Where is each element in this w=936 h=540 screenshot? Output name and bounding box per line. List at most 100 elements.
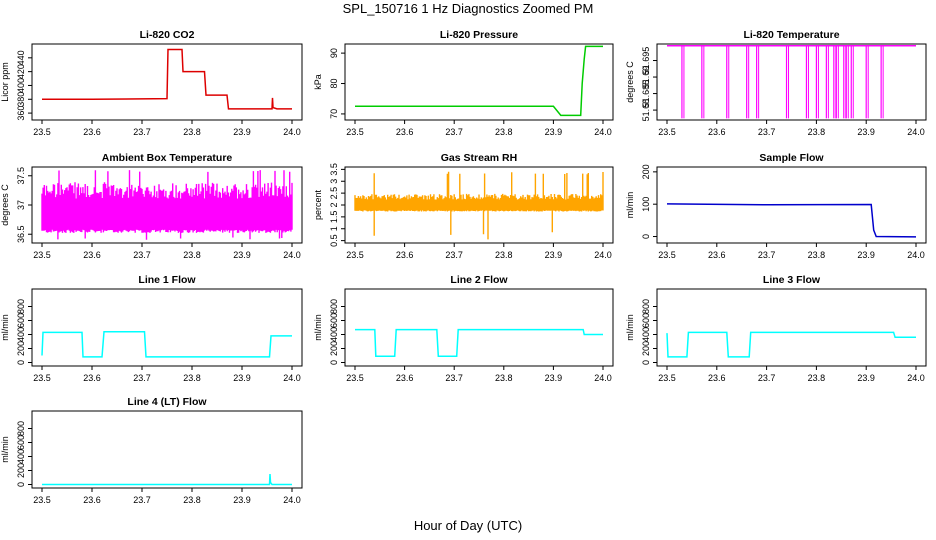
y-axis-label: degrees C: [0, 184, 10, 226]
x-tick-label: 23.9: [545, 373, 563, 383]
x-tick-label: 24.0: [594, 250, 612, 260]
plot-frame: [656, 166, 927, 244]
x-tick-label: 24.0: [907, 127, 925, 137]
y-tick-label: 600: [16, 435, 26, 450]
x-tick-label: 24.0: [907, 250, 925, 260]
x-tick-label: 23.8: [495, 250, 513, 260]
x-tick-label: 23.7: [133, 250, 151, 260]
y-tick-label: 380: [16, 92, 26, 107]
y-tick-label: 0: [16, 482, 26, 487]
y-tick-label: 200: [329, 341, 339, 356]
y-tick-label: 80: [329, 79, 339, 89]
x-tick-label: 23.5: [33, 373, 51, 383]
y-tick-label: 100: [641, 197, 651, 212]
x-tick-label: 23.7: [758, 250, 776, 260]
x-tick-label: 23.6: [396, 250, 414, 260]
y-tick-label: 600: [329, 313, 339, 328]
y-tick-label: 1: [329, 226, 339, 231]
x-tick-label: 23.6: [396, 373, 414, 383]
y-tick-label: 0: [329, 360, 339, 365]
panel-title: Sample Flow: [759, 152, 824, 164]
panel-title: Gas Stream RH: [441, 152, 517, 164]
x-tick-label: 23.8: [495, 373, 513, 383]
panel-4: Ambient Box Temperature degrees C 23.5 23.6…: [0, 152, 303, 260]
y-tick-label: 400: [16, 449, 26, 464]
series-line: [666, 203, 917, 238]
x-tick-label: 23.6: [83, 250, 101, 260]
y-axis-label: ml/min: [625, 314, 635, 341]
x-tick-label: 24.0: [594, 373, 612, 383]
y-tick-label: 3.5: [329, 163, 339, 176]
x-tick-label: 24.0: [283, 495, 301, 505]
panel-7: Line 1 Flow ml/min 23.5 23.6 23.7 23.8 23.9 24.…: [0, 274, 303, 383]
x-tick-label: 23.8: [183, 373, 201, 383]
y-tick-label: 3: [329, 179, 339, 184]
series-line: [666, 331, 916, 358]
panel-6: Sample Flow ml/min 23.5 23.6 23.7 23.8 23.9 24.…: [625, 152, 927, 260]
x-tick-label: 23.9: [233, 495, 251, 505]
y-tick-label: 200: [641, 164, 651, 179]
y-tick-label: 90: [329, 48, 339, 58]
x-tick-label: 24.0: [283, 127, 301, 137]
plot-frame: [31, 43, 303, 121]
x-tick-label: 23.8: [183, 250, 201, 260]
y-tick-label: 51.69: [641, 66, 651, 89]
panel-title: Li-820 Temperature: [743, 29, 839, 41]
x-tick-label: 23.9: [857, 373, 875, 383]
x-tick-label: 23.6: [83, 495, 101, 505]
x-tick-label: 23.7: [133, 495, 151, 505]
panel-10: Line 4 (LT) Flow ml/min 23.5 23.6 23.7 23.8 23…: [0, 396, 303, 505]
x-tick-label: 23.9: [545, 250, 563, 260]
series-line: [42, 473, 292, 486]
y-tick-label: 400: [641, 327, 651, 342]
series-line: [42, 48, 292, 110]
y-axis-label: degrees C: [625, 61, 635, 103]
plot-frame: [344, 43, 614, 121]
x-tick-label: 23.7: [445, 250, 463, 260]
x-tick-label: 23.9: [233, 373, 251, 383]
x-tick-label: 23.6: [83, 373, 101, 383]
x-tick-label: 23.5: [658, 250, 676, 260]
series-band: [41, 170, 293, 240]
y-tick-label: 200: [16, 463, 26, 478]
plot-frame: [31, 288, 303, 367]
x-tick-label: 24.0: [283, 250, 301, 260]
plot-frame: [31, 410, 303, 489]
y-tick-label: 2: [329, 202, 339, 207]
x-tick-label: 23.7: [758, 127, 776, 137]
x-tick-label: 23.5: [33, 495, 51, 505]
panel-title: Line 2 Flow: [450, 274, 508, 286]
x-tick-label: 23.5: [346, 250, 364, 260]
x-tick-label: 23.8: [183, 495, 201, 505]
y-axis-label: kPa: [313, 74, 323, 90]
y-tick-label: 70: [329, 109, 339, 119]
y-tick-label: 400: [329, 327, 339, 342]
panel-title: Line 3 Flow: [763, 274, 821, 286]
x-tick-label: 23.6: [708, 127, 726, 137]
y-tick-label: 800: [329, 299, 339, 314]
y-tick-label: 51.695: [641, 47, 651, 75]
panel-title: Line 4 (LT) Flow: [127, 396, 207, 408]
panel-title: Line 1 Flow: [138, 274, 196, 286]
y-tick-label: 0: [16, 360, 26, 365]
x-tick-label: 23.8: [808, 250, 826, 260]
x-tick-label: 24.0: [283, 373, 301, 383]
y-tick-label: 600: [641, 313, 651, 328]
x-tick-label: 23.9: [857, 250, 875, 260]
y-tick-label: 360: [16, 106, 26, 121]
y-tick-label: 200: [641, 341, 651, 356]
y-tick-label: 400: [16, 327, 26, 342]
series-band: [354, 171, 604, 240]
y-tick-label: 1.5: [329, 211, 339, 224]
series-line: [41, 330, 292, 358]
x-tick-label: 23.5: [33, 127, 51, 137]
x-tick-label: 23.7: [133, 127, 151, 137]
y-tick-label: 51.685: [641, 80, 651, 108]
panel-9: Line 3 Flow ml/min 23.5 23.6 23.7 23.8 23.9 24.…: [625, 274, 927, 383]
page-title: SPL_150716 1 Hz Diagnostics Zoomed PM: [342, 1, 594, 16]
x-tick-label: 23.9: [857, 127, 875, 137]
panel-title: Li-820 Pressure: [440, 29, 518, 41]
x-tick-label: 23.9: [233, 127, 251, 137]
